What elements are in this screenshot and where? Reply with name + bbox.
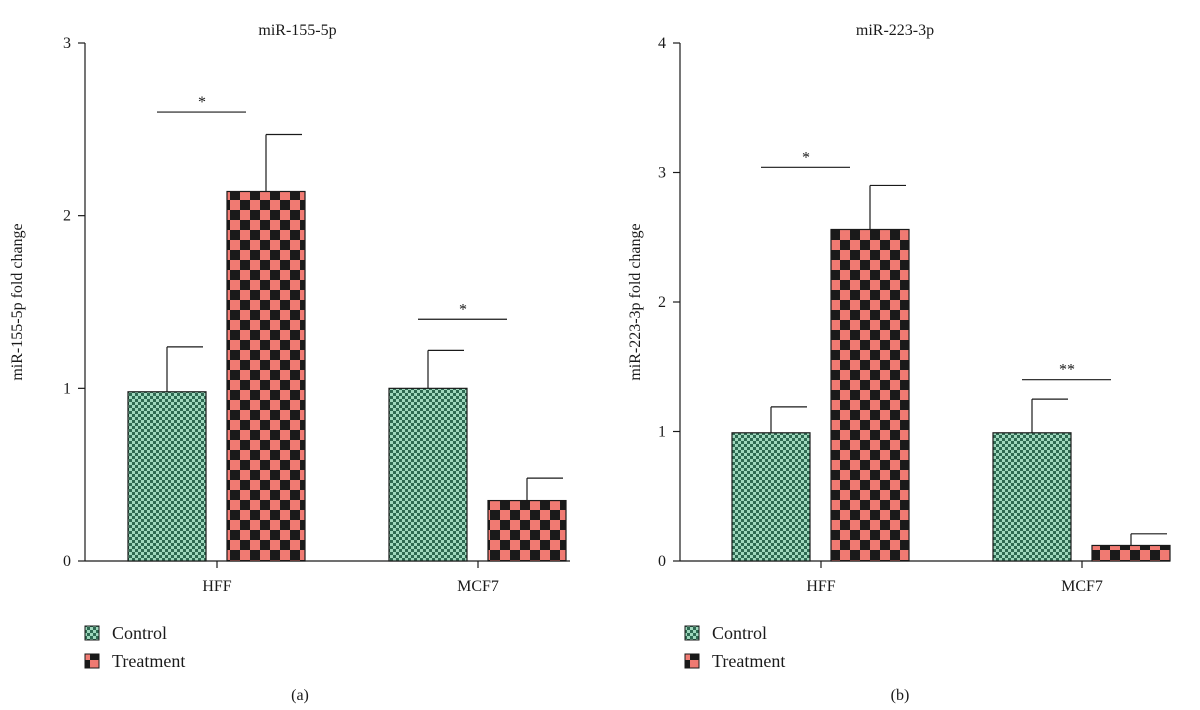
panel-b-bar-treatment-mcf7 (1091, 544, 1171, 562)
panel-a-bar-control-mcf7 (388, 387, 468, 562)
panel-b-y-tick-label-2: 2 (658, 294, 666, 311)
panel-b-bar-control-mcf7 (992, 432, 1072, 562)
panel-a-y-axis-label: miR-155-5p fold change (9, 223, 26, 380)
panel-a-legend-treatment: Treatment (112, 651, 185, 671)
panel-a-x-tick-mcf7: MCF7 (457, 578, 499, 595)
panel-b-x-tick-hff: HFF (806, 578, 835, 595)
panel-b: miR-223-3p miR-223-3p fold change HFF MC… (627, 22, 1171, 704)
panel-a-significance-hff: * (198, 94, 206, 111)
panel-b-legend-control-swatch (684, 625, 700, 641)
panel-a-legend: Control Treatment (84, 623, 185, 671)
panel-a-legend-control: Control (112, 623, 167, 643)
panel-a-y-tick-label-2: 2 (63, 208, 71, 225)
panel-a-bar-treatment-hff (226, 190, 306, 562)
panel-a-label: (a) (291, 687, 309, 704)
panel-a-bar-treatment-mcf7 (487, 499, 567, 562)
panel-b-y-tick-label-0: 0 (658, 553, 666, 570)
panel-b-y-axis-label: miR-223-3p fold change (627, 223, 644, 380)
panel-b-y-tick-label-1: 1 (658, 424, 666, 441)
panel-b-significance-mcf7: ** (1059, 362, 1075, 379)
panel-a-x-tick-hff: HFF (202, 578, 231, 595)
panel-b-legend-treatment: Treatment (712, 651, 785, 671)
panel-b-bar-treatment-hff (830, 228, 910, 562)
panel-b-bar-control-hff (731, 432, 811, 562)
panel-b-y-tick-label-4: 4 (658, 35, 666, 52)
panel-a-legend-treatment-swatch (84, 653, 100, 669)
panel-b-title: miR-223-3p (856, 22, 934, 39)
panel-a-y-tick-label-1: 1 (63, 380, 71, 397)
panel-a-title: miR-155-5p (258, 22, 336, 39)
panel-b-legend: Control Treatment (684, 623, 785, 671)
panel-a-y-tick-label-0: 0 (63, 553, 71, 570)
panel-a-significance-mcf7: * (459, 301, 467, 318)
panel-b-legend-treatment-swatch (684, 653, 700, 669)
panel-a: miR-155-5p miR-155-5p fold change HFF MC… (9, 22, 570, 704)
panel-b-y-tick-label-3: 3 (658, 165, 666, 182)
panel-a-y-tick-label-3: 3 (63, 35, 71, 52)
panel-b-x-tick-mcf7: MCF7 (1061, 578, 1103, 595)
panel-b-legend-control: Control (712, 623, 767, 643)
panel-a-bar-control-hff (127, 391, 207, 562)
panel-b-label: (b) (891, 687, 910, 704)
panel-a-legend-control-swatch (84, 625, 100, 641)
panel-b-significance-hff: * (802, 149, 810, 166)
